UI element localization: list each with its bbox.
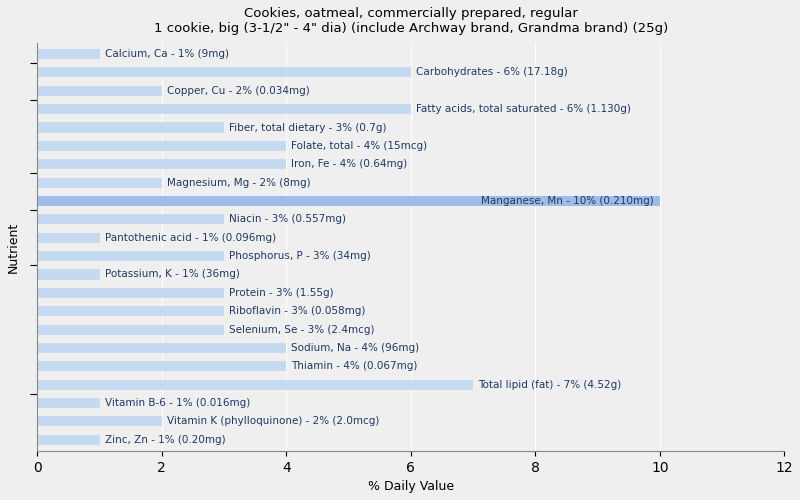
Bar [38,141,286,151]
Text: Protein - 3% (1.55g): Protein - 3% (1.55g) [229,288,334,298]
Bar [38,104,410,114]
Bar [38,306,224,316]
Text: Copper, Cu - 2% (0.034mg): Copper, Cu - 2% (0.034mg) [166,86,310,96]
Text: Calcium, Ca - 1% (9mg): Calcium, Ca - 1% (9mg) [105,49,229,59]
Bar [38,380,473,390]
Bar [38,178,162,188]
Bar [38,251,224,261]
Text: Manganese, Mn - 10% (0.210mg): Manganese, Mn - 10% (0.210mg) [481,196,654,206]
Bar [38,270,99,280]
Bar [38,232,99,243]
Bar [38,416,162,426]
Y-axis label: Nutrient: Nutrient [7,222,20,272]
Bar [38,86,162,96]
Text: Carbohydrates - 6% (17.18g): Carbohydrates - 6% (17.18g) [416,68,567,78]
Bar [38,361,286,372]
Text: Fatty acids, total saturated - 6% (1.130g): Fatty acids, total saturated - 6% (1.130… [416,104,630,114]
Bar [38,398,99,408]
Bar [38,288,224,298]
Bar [38,159,286,170]
Text: Thiamin - 4% (0.067mg): Thiamin - 4% (0.067mg) [291,362,418,372]
Bar [38,196,660,206]
Text: Fiber, total dietary - 3% (0.7g): Fiber, total dietary - 3% (0.7g) [229,122,386,132]
Text: Phosphorus, P - 3% (34mg): Phosphorus, P - 3% (34mg) [229,251,370,261]
Bar [38,434,99,445]
Text: Potassium, K - 1% (36mg): Potassium, K - 1% (36mg) [105,270,239,280]
Text: Total lipid (fat) - 7% (4.52g): Total lipid (fat) - 7% (4.52g) [478,380,622,390]
Bar [38,324,224,334]
Text: Sodium, Na - 4% (96mg): Sodium, Na - 4% (96mg) [291,343,419,353]
Text: Selenium, Se - 3% (2.4mcg): Selenium, Se - 3% (2.4mcg) [229,324,374,334]
Text: Riboflavin - 3% (0.058mg): Riboflavin - 3% (0.058mg) [229,306,366,316]
Bar [38,122,224,132]
Bar [38,343,286,353]
Title: Cookies, oatmeal, commercially prepared, regular
1 cookie, big (3-1/2" - 4" dia): Cookies, oatmeal, commercially prepared,… [154,7,668,35]
Text: Zinc, Zn - 1% (0.20mg): Zinc, Zn - 1% (0.20mg) [105,435,225,445]
Bar [38,68,410,78]
Text: Folate, total - 4% (15mcg): Folate, total - 4% (15mcg) [291,141,427,151]
Text: Niacin - 3% (0.557mg): Niacin - 3% (0.557mg) [229,214,346,224]
Text: Magnesium, Mg - 2% (8mg): Magnesium, Mg - 2% (8mg) [166,178,310,188]
Text: Iron, Fe - 4% (0.64mg): Iron, Fe - 4% (0.64mg) [291,160,407,170]
Bar [38,49,99,59]
Text: Vitamin B-6 - 1% (0.016mg): Vitamin B-6 - 1% (0.016mg) [105,398,250,408]
Bar [38,214,224,224]
X-axis label: % Daily Value: % Daily Value [368,480,454,493]
Text: Pantothenic acid - 1% (0.096mg): Pantothenic acid - 1% (0.096mg) [105,232,276,242]
Text: Vitamin K (phylloquinone) - 2% (2.0mcg): Vitamin K (phylloquinone) - 2% (2.0mcg) [166,416,379,426]
